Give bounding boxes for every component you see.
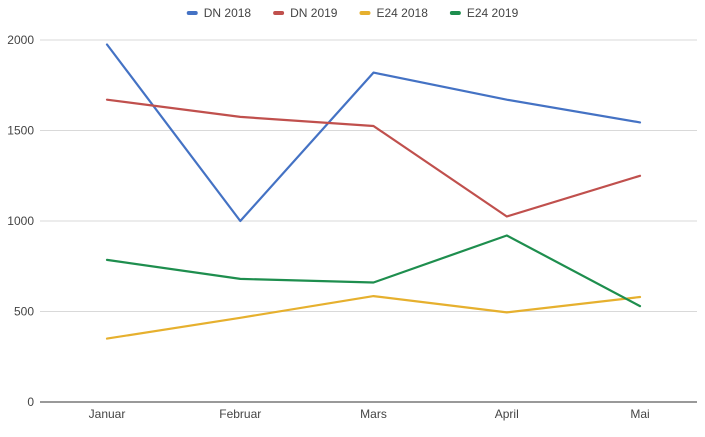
x-tick-label: Januar xyxy=(89,407,126,421)
legend-swatch xyxy=(273,11,284,15)
gridlines xyxy=(40,40,697,312)
legend-item: E24 2018 xyxy=(359,6,428,20)
x-tick-label: Februar xyxy=(219,407,261,421)
x-tick-label: Mai xyxy=(630,407,649,421)
legend-label: DN 2019 xyxy=(290,6,338,20)
legend-label: E24 2018 xyxy=(376,6,428,20)
series-line-dn-2018 xyxy=(107,45,640,222)
legend-label: E24 2019 xyxy=(467,6,519,20)
y-tick-label: 0 xyxy=(27,395,34,409)
y-tick-label: 1500 xyxy=(7,124,34,138)
legend-item: DN 2019 xyxy=(273,6,338,20)
y-tick-label: 500 xyxy=(14,305,34,319)
legend: DN 2018 DN 2019 E24 2018 E24 2019 xyxy=(187,6,519,20)
legend-swatch xyxy=(187,11,198,15)
x-tick-label: Mars xyxy=(360,407,387,421)
series-line-dn-2019 xyxy=(107,100,640,217)
legend-label: DN 2018 xyxy=(204,6,252,20)
y-tick-label: 2000 xyxy=(7,33,34,47)
legend-swatch xyxy=(359,11,370,15)
series-lines xyxy=(107,45,640,339)
series-line-e24-2018 xyxy=(107,296,640,339)
axes: 0 500 1000 1500 2000 Januar Februar Mars April Ma… xyxy=(7,33,697,421)
x-tick-label: April xyxy=(495,407,519,421)
legend-item: E24 2019 xyxy=(450,6,519,20)
y-tick-label: 1000 xyxy=(7,214,34,228)
legend-swatch xyxy=(450,11,461,15)
legend-item: DN 2018 xyxy=(187,6,252,20)
